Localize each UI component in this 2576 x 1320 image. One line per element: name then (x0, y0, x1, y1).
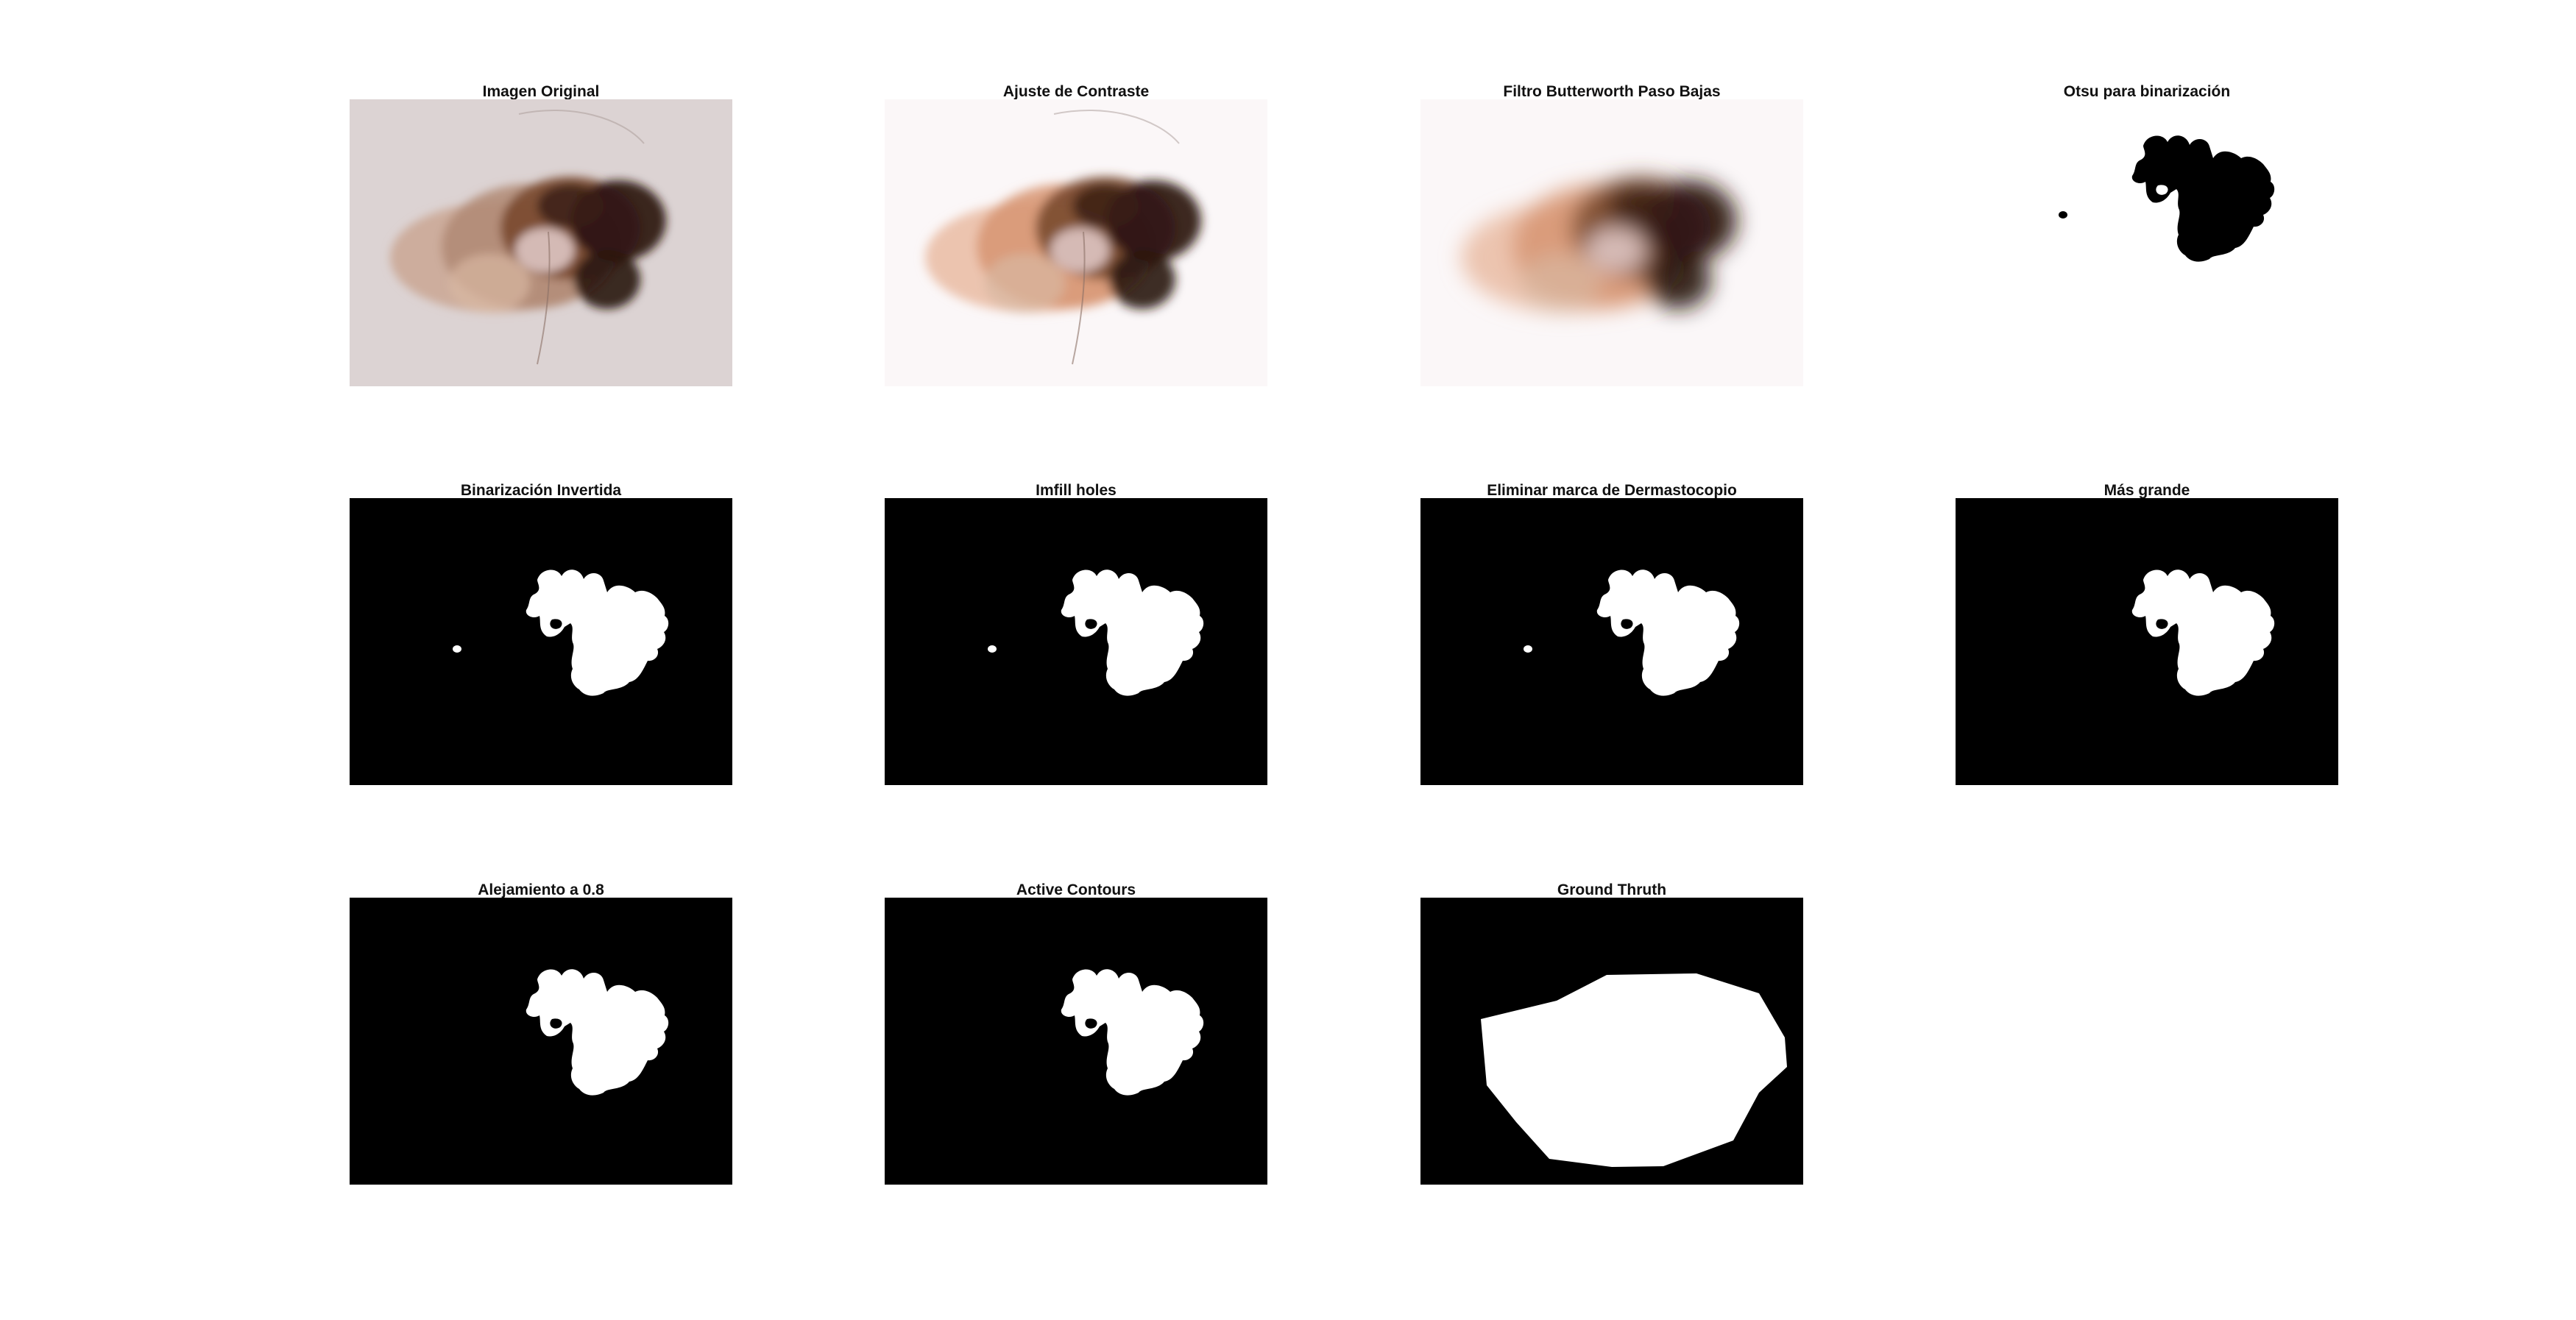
panel-image (350, 898, 732, 1185)
lesion-mask (526, 969, 669, 1096)
figure-panel: Ajuste de Contraste (885, 83, 1267, 386)
small-blob (2059, 211, 2067, 219)
lesion-mask (526, 569, 669, 696)
ground-truth-mask (1481, 973, 1787, 1167)
panel-title: Eliminar marca de Dermastocopio (1487, 482, 1737, 499)
figure-panel: Ground Thruth (1420, 881, 1803, 1185)
figure-panel: Active Contours (885, 881, 1267, 1185)
hair (1053, 109, 1180, 144)
lesion-dark-2 (574, 250, 640, 309)
mask-background (885, 898, 1267, 1185)
lesion-mask (1596, 569, 1740, 696)
lesion-dark-2 (1109, 250, 1175, 309)
figure-panel: Binarización Invertida (350, 482, 732, 785)
small-blob (988, 645, 997, 653)
panel-image (1956, 99, 2338, 386)
mask-background (350, 498, 732, 785)
lesion-pale-center (1586, 228, 1645, 272)
figure-panel: Filtro Butterworth Paso Bajas (1420, 83, 1803, 386)
lesion-dark-2 (1645, 250, 1711, 309)
panel-title: Imfill holes (1036, 482, 1117, 499)
panel-image (350, 99, 732, 386)
small-blob (1524, 645, 1532, 653)
panel-image (1420, 898, 1803, 1185)
panel-image (885, 898, 1267, 1185)
panel-title: Otsu para binarización (2063, 83, 2231, 100)
small-blob (453, 645, 461, 653)
lesion-dark-3 (537, 184, 604, 228)
panel-image (885, 498, 1267, 785)
lesion-left-spread (1520, 254, 1601, 313)
figure-panel: Más grande (1956, 482, 2338, 785)
mask-shape (2059, 135, 2275, 262)
lesion (925, 177, 1201, 313)
panel-title: Más grande (2103, 482, 2190, 499)
panel-image (885, 99, 1267, 386)
figure-panel: Imagen Original (350, 83, 732, 386)
lesion (1461, 177, 1737, 313)
mask-background (885, 498, 1267, 785)
figure-panel: Otsu para binarización (1956, 83, 2338, 386)
mask-background (1420, 498, 1803, 785)
mask-background (350, 898, 732, 1185)
mask-background (1956, 498, 2338, 785)
figure-panel: Imfill holes (885, 482, 1267, 785)
lesion-dark-3 (1608, 184, 1674, 228)
panel-title: Filtro Butterworth Paso Bajas (1503, 83, 1721, 100)
lesion (390, 177, 666, 313)
figure-panel: Alejamiento a 0.8 (350, 881, 732, 1185)
hair (518, 109, 645, 144)
lesion-left-spread (984, 254, 1065, 313)
figure-panel: Eliminar marca de Dermastocopio (1420, 482, 1803, 785)
panel-title: Ajuste de Contraste (1002, 83, 1150, 100)
panel-title: Imagen Original (482, 83, 600, 100)
panel-image (350, 498, 732, 785)
hair (537, 231, 551, 365)
hair (1072, 231, 1086, 365)
lesion-pale-center (1050, 228, 1109, 272)
lesion-dark-3 (1072, 184, 1139, 228)
lesion-mask (1061, 569, 1204, 696)
panel-title: Alejamiento a 0.8 (478, 881, 604, 898)
panel-title: Binarización Invertida (460, 482, 622, 499)
panel-title: Active Contours (1016, 881, 1136, 898)
panel-image (1420, 498, 1803, 785)
lesion-mask (2131, 569, 2275, 696)
panel-image (1420, 99, 1803, 386)
lesion-mask (2131, 135, 2275, 262)
lesion-pale-center (515, 228, 574, 272)
panel-image (1956, 498, 2338, 785)
panel-title: Ground Thruth (1557, 881, 1667, 898)
lesion-left-spread (449, 254, 530, 313)
lesion-mask (1061, 969, 1204, 1096)
